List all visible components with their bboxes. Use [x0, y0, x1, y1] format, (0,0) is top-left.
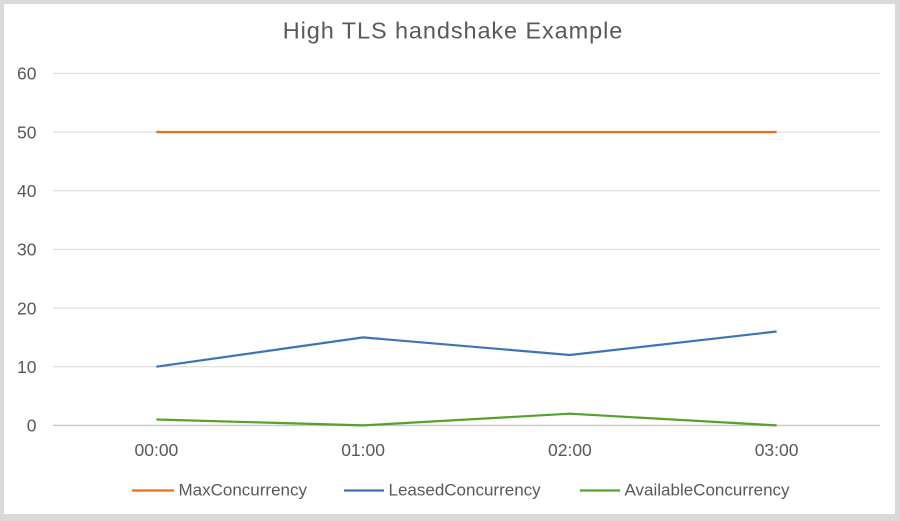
svg-text:50: 50 [17, 122, 37, 142]
svg-text:AvailableConcurrency: AvailableConcurrency [625, 481, 791, 500]
svg-text:00:00: 00:00 [135, 440, 179, 460]
svg-text:40: 40 [17, 181, 37, 201]
svg-text:02:00: 02:00 [548, 440, 592, 460]
svg-text:0: 0 [27, 416, 37, 436]
svg-text:MaxConcurrency: MaxConcurrency [179, 481, 308, 500]
svg-text:60: 60 [17, 64, 37, 84]
svg-text:03:00: 03:00 [755, 440, 799, 460]
svg-text:10: 10 [17, 357, 37, 377]
svg-text:20: 20 [17, 298, 37, 318]
svg-text:High TLS handshake Example: High TLS handshake Example [283, 18, 623, 44]
svg-text:30: 30 [17, 240, 37, 260]
svg-text:01:00: 01:00 [341, 440, 385, 460]
svg-text:LeasedConcurrency: LeasedConcurrency [389, 481, 542, 500]
